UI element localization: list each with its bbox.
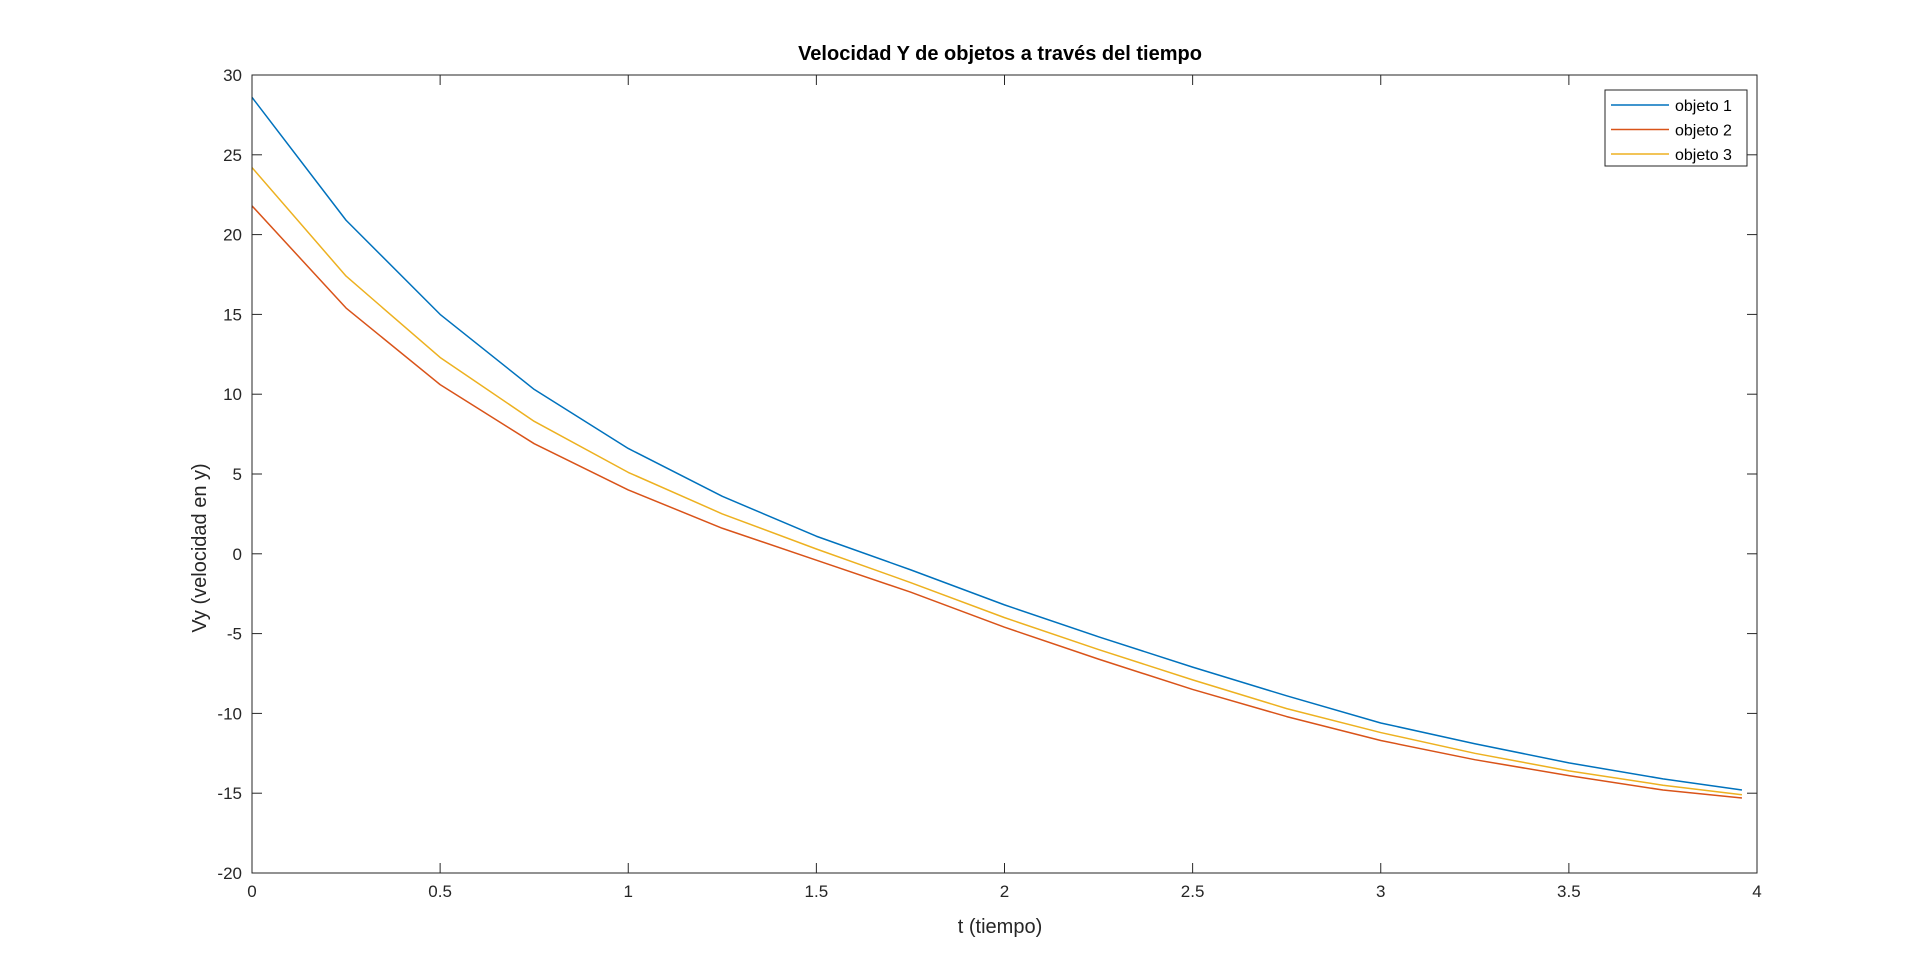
x-tick-label: 3.5 bbox=[1557, 882, 1581, 901]
tick-marks bbox=[251, 74, 1758, 874]
x-tick-label: 0.5 bbox=[428, 882, 452, 901]
series-line-1 bbox=[251, 96, 1743, 791]
legend: objeto 1 objeto 2 objeto 3 bbox=[1604, 89, 1748, 167]
plot-background bbox=[252, 75, 1757, 873]
y-tick-label: -10 bbox=[217, 704, 242, 723]
legend-label-2: objeto 2 bbox=[1675, 123, 1732, 140]
legend-label-3: objeto 3 bbox=[1675, 147, 1732, 164]
chart-title: Velocidad Y de objetos a través del tiem… bbox=[798, 43, 1202, 65]
series-line-3 bbox=[251, 167, 1743, 796]
y-tick-label: 10 bbox=[223, 385, 242, 404]
y-tick-label: -15 bbox=[217, 784, 242, 803]
plot-area bbox=[252, 75, 1757, 873]
x-tick-label: 4 bbox=[1752, 882, 1761, 901]
series-line-2 bbox=[251, 205, 1743, 799]
x-tick-label: 2.5 bbox=[1181, 882, 1205, 901]
y-tick-label: 5 bbox=[233, 465, 242, 484]
y-axis-label: Vy (velocidad en y) bbox=[189, 463, 211, 632]
y-tick-label: 25 bbox=[223, 146, 242, 165]
y-tick-label: 15 bbox=[223, 305, 242, 324]
x-tick-label: 0 bbox=[247, 882, 256, 901]
y-tick-label: 20 bbox=[223, 226, 242, 245]
y-tick-label: 30 bbox=[223, 66, 242, 85]
x-tick-label: 1.5 bbox=[805, 882, 829, 901]
x-tick-label: 1 bbox=[624, 882, 633, 901]
y-tick-label: -20 bbox=[217, 864, 242, 883]
y-tick-label: -5 bbox=[227, 625, 242, 644]
series-layer bbox=[251, 96, 1743, 799]
x-tick-label: 3 bbox=[1376, 882, 1385, 901]
x-tick-label: 2 bbox=[1000, 882, 1009, 901]
legend-label-1: objeto 1 bbox=[1675, 98, 1732, 115]
tick-labels: 0 0.5 1 1.5 2 2.5 3 3.5 4 -20 -15 -10 -5 0 5 10 15 20 25 30 bbox=[217, 66, 1761, 901]
y-tick-label: 0 bbox=[233, 545, 242, 564]
x-axis-label: t (tiempo) bbox=[958, 916, 1042, 938]
